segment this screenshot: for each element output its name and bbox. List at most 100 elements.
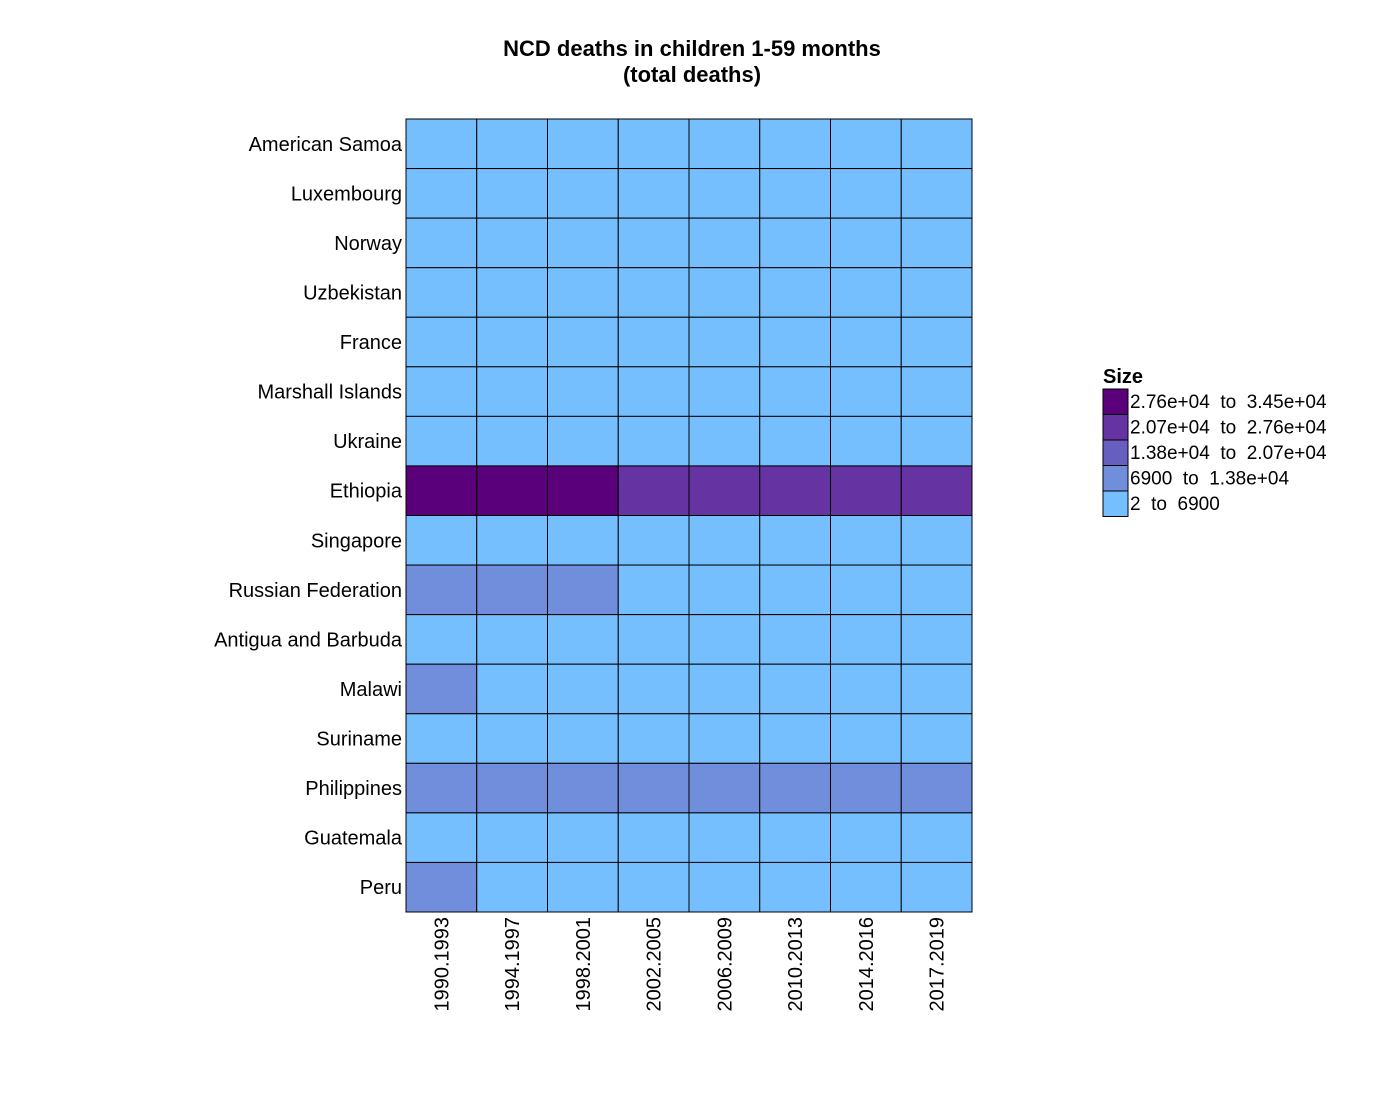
heatmap-cell bbox=[830, 663, 902, 715]
legend-swatch bbox=[1102, 388, 1129, 415]
heatmap-cell bbox=[759, 217, 831, 269]
heatmap-cell bbox=[900, 168, 973, 219]
heatmap-cell bbox=[759, 861, 831, 913]
heatmap-cell bbox=[830, 812, 902, 863]
heatmap-cell bbox=[688, 415, 761, 467]
heatmap-cell bbox=[476, 168, 548, 219]
heatmap-cell bbox=[830, 118, 902, 170]
row-label: Russian Federation bbox=[229, 580, 402, 602]
legend-label: 2.07e+04 to 2.76e+04 bbox=[1130, 418, 1327, 439]
heatmap-cell bbox=[476, 217, 548, 269]
heatmap-cell bbox=[547, 663, 619, 715]
column-label: 2017.2019 bbox=[927, 917, 949, 1012]
heatmap-cell bbox=[900, 316, 973, 368]
row-label: Norway bbox=[334, 233, 402, 255]
heatmap-cell bbox=[547, 812, 619, 863]
heatmap-cell bbox=[688, 118, 761, 170]
heatmap-cell bbox=[547, 762, 619, 814]
heatmap-cell bbox=[830, 366, 902, 417]
heatmap-cell bbox=[759, 168, 831, 219]
heatmap-cell bbox=[405, 861, 478, 913]
row-label: Marshall Islands bbox=[257, 382, 402, 404]
heatmap-cell bbox=[688, 316, 761, 368]
heatmap-cell bbox=[476, 366, 548, 417]
row-label: Singapore bbox=[311, 530, 402, 552]
heatmap-cell bbox=[405, 564, 478, 616]
heatmap-cell bbox=[900, 663, 973, 715]
heatmap-cell bbox=[617, 861, 690, 913]
row-label: Guatemala bbox=[304, 828, 403, 850]
heatmap-cell bbox=[476, 267, 548, 318]
heatmap-cell bbox=[830, 614, 902, 665]
heatmap-cell bbox=[900, 812, 973, 863]
heatmap-cell bbox=[830, 316, 902, 368]
heatmap-cell bbox=[688, 713, 761, 764]
legend: Size 2.76e+04 to 3.45e+04 2.07e+04 to 2.7… bbox=[1102, 366, 1327, 517]
heatmap-cell bbox=[405, 762, 478, 814]
chart-subtitle: (total deaths) bbox=[623, 62, 761, 87]
heatmap-cell bbox=[617, 267, 690, 318]
row-label: Philippines bbox=[305, 778, 402, 800]
heatmap-cell bbox=[617, 118, 690, 170]
row-label: Antigua and Barbuda bbox=[214, 629, 403, 651]
column-label: 2010.2013 bbox=[785, 917, 807, 1012]
heatmap-cell bbox=[759, 465, 831, 516]
row-label: Malawi bbox=[340, 679, 402, 701]
heatmap-cell bbox=[759, 515, 831, 566]
heatmap-cell bbox=[900, 762, 973, 814]
heatmap-cell bbox=[617, 614, 690, 665]
heatmap-cell bbox=[688, 366, 761, 417]
heatmap-cell bbox=[476, 762, 548, 814]
heatmap-cell bbox=[688, 861, 761, 913]
heatmap-cell bbox=[759, 663, 831, 715]
heatmap-cell bbox=[547, 564, 619, 616]
heatmap-cell bbox=[476, 564, 548, 616]
heatmap-cell bbox=[476, 415, 548, 467]
legend-label: 2 to 6900 bbox=[1130, 494, 1220, 515]
heatmap-cell bbox=[830, 415, 902, 467]
heatmap-cell bbox=[617, 168, 690, 219]
heatmap-cell bbox=[900, 465, 973, 516]
heatmap-cell bbox=[617, 564, 690, 616]
heatmap-cell bbox=[547, 118, 619, 170]
row-label: Ethiopia bbox=[330, 481, 403, 503]
heatmap-cell bbox=[405, 465, 478, 516]
heatmap-cell bbox=[405, 267, 478, 318]
legend-swatch bbox=[1102, 414, 1129, 441]
heatmap-cell bbox=[830, 465, 902, 516]
heatmap-cell bbox=[476, 614, 548, 665]
heatmap-cell bbox=[688, 465, 761, 516]
heatmap-cell bbox=[547, 415, 619, 467]
heatmap-cell bbox=[759, 267, 831, 318]
heatmap-cell bbox=[405, 812, 478, 863]
legend-label: 6900 to 1.38e+04 bbox=[1130, 469, 1289, 490]
heatmap-cell bbox=[405, 713, 478, 764]
heatmap-cells bbox=[405, 118, 973, 913]
heatmap-cell bbox=[900, 713, 973, 764]
heatmap-cell bbox=[617, 762, 690, 814]
heatmap-cell bbox=[617, 812, 690, 863]
heatmap-cell bbox=[900, 614, 973, 665]
heatmap-cell bbox=[547, 316, 619, 368]
legend-swatch bbox=[1102, 439, 1129, 466]
heatmap-cell bbox=[547, 217, 619, 269]
row-label: France bbox=[340, 332, 402, 354]
column-label: 1998.2001 bbox=[573, 917, 595, 1012]
heatmap-cell bbox=[759, 762, 831, 814]
heatmap-cell bbox=[759, 812, 831, 863]
row-label: American Samoa bbox=[249, 134, 403, 156]
row-label: Suriname bbox=[316, 729, 402, 751]
heatmap-cell bbox=[830, 713, 902, 764]
column-label: 1990.1993 bbox=[431, 917, 453, 1012]
heatmap-cell bbox=[900, 267, 973, 318]
heatmap-cell bbox=[617, 663, 690, 715]
column-label: 2006.2009 bbox=[714, 917, 736, 1012]
heatmap-cell bbox=[759, 564, 831, 616]
legend-label: 1.38e+04 to 2.07e+04 bbox=[1130, 443, 1327, 464]
heatmap-cell bbox=[405, 614, 478, 665]
heatmap-cell bbox=[617, 515, 690, 566]
heatmap-cell bbox=[688, 762, 761, 814]
heatmap-cell bbox=[617, 366, 690, 417]
heatmap-cell bbox=[476, 663, 548, 715]
